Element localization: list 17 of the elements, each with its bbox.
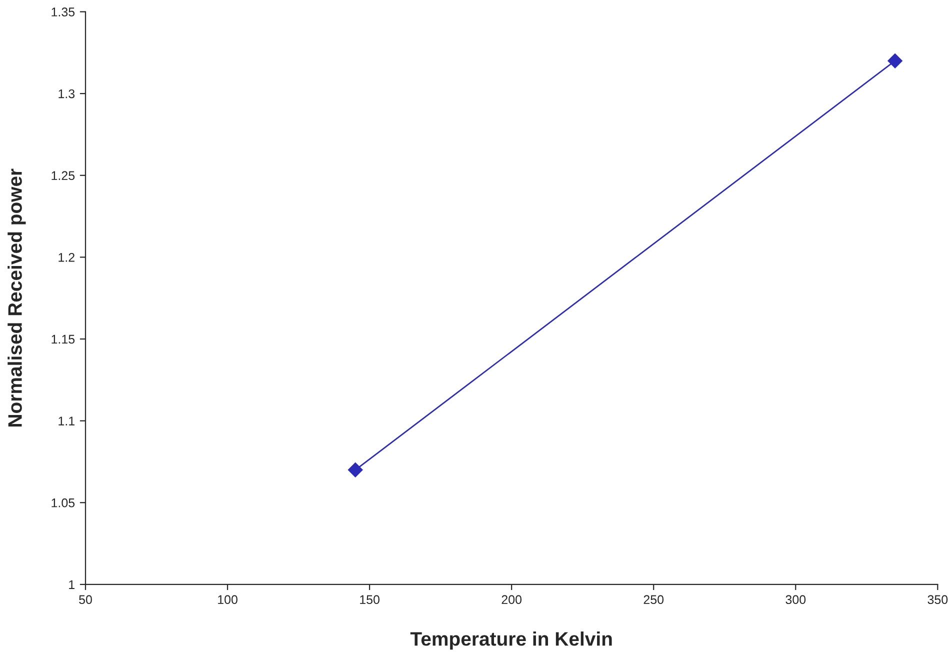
x-tick-label: 150 (360, 595, 380, 604)
x-tick-label: 200 (502, 595, 522, 604)
y-tick-label: 1.15 (52, 334, 75, 344)
x-tick-label: 50 (79, 595, 92, 604)
x-tick-label: 100 (218, 595, 238, 604)
y-tick-label: 1.1 (58, 416, 74, 426)
x-axis-title: Temperature in Kelvin (410, 632, 612, 650)
x-tick-label: 350 (928, 595, 948, 604)
y-tick-label: 1.3 (58, 89, 75, 98)
y-tick-label: 1.05 (52, 498, 75, 508)
x-tick-label: 250 (644, 595, 664, 604)
y-tick-label: 1.2 (58, 252, 74, 262)
y-tick-label: 1.35 (52, 8, 75, 16)
x-tick-label: 300 (786, 595, 806, 604)
y-tick-label: 1.25 (52, 171, 75, 180)
y-axis-title: Normalised Received power (8, 168, 26, 426)
y-tick-label: 1 (69, 580, 74, 589)
